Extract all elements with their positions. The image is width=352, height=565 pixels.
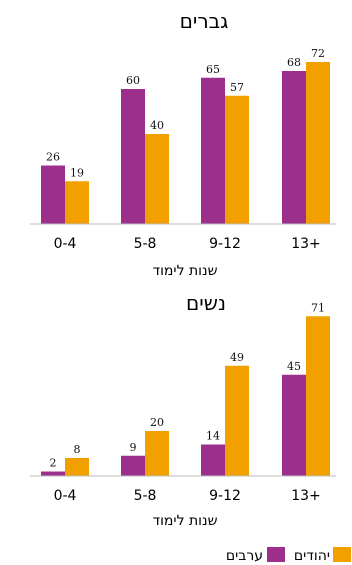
men-panel: גברים 26 19 60 40 65 57 68 72 0-4 5-8 9-12 13+ שנו… (30, 9, 336, 279)
women-value-label-arabs-1: 9 (130, 441, 137, 454)
women-value-label-jews-3: 71 (311, 301, 325, 314)
women-bar-arabs-0 (41, 471, 65, 476)
women-category-label-0: 0-4 (54, 488, 77, 504)
men-value-label-arabs-3: 68 (287, 56, 301, 69)
women-bar-arabs-3 (282, 374, 306, 476)
women-category-labels: 0-4 5-8 9-12 13+ (54, 488, 321, 504)
men-bar-jews-0 (65, 181, 89, 224)
men-bar-jews-1 (145, 134, 169, 224)
men-value-label-arabs-1: 60 (126, 74, 140, 87)
men-category-label-2: 9-12 (209, 236, 241, 252)
men-value-label-arabs-2: 65 (206, 63, 220, 76)
women-bar-jews-3 (306, 316, 330, 476)
women-panel: נשים 2 8 9 20 14 49 45 71 0-4 5-8 9-12 13+ שנות לי… (30, 291, 336, 529)
women-bar-jews-0 (65, 458, 89, 476)
women-bar-jews-1 (145, 431, 169, 476)
men-value-label-arabs-0: 26 (46, 151, 60, 164)
men-bar-jews-3 (306, 62, 330, 224)
women-x-axis-label: שנות לימוד (152, 513, 217, 529)
women-title: נשים (186, 291, 226, 315)
men-x-axis-label: שנות לימוד (152, 263, 217, 279)
men-bar-arabs-3 (282, 71, 306, 224)
women-value-label-jews-2: 49 (230, 351, 244, 364)
men-category-labels: 0-4 5-8 9-12 13+ (54, 236, 321, 252)
women-value-label-arabs-2: 14 (206, 430, 220, 443)
women-bar-jews-2 (225, 365, 249, 476)
legend-swatch-jews (333, 547, 351, 562)
women-bar-arabs-1 (121, 455, 145, 476)
men-bars: 26 19 60 40 65 57 68 72 (41, 47, 330, 224)
women-bars: 2 8 9 20 14 49 45 71 (41, 301, 330, 476)
men-bar-arabs-0 (41, 165, 65, 224)
legend-swatch-arabs (267, 547, 285, 562)
men-bar-arabs-2 (201, 77, 225, 224)
men-bar-arabs-1 (121, 89, 145, 224)
men-category-label-1: 5-8 (134, 236, 157, 252)
men-category-label-3: 13+ (291, 236, 321, 252)
men-value-label-jews-0: 19 (70, 166, 84, 179)
women-category-label-3: 13+ (291, 488, 321, 504)
women-category-label-2: 9-12 (209, 488, 241, 504)
women-category-label-1: 5-8 (134, 488, 157, 504)
women-value-label-arabs-3: 45 (287, 360, 301, 373)
women-value-label-jews-1: 20 (150, 416, 164, 429)
men-title: גברים (180, 9, 229, 33)
legend-label-jews: יהודים (294, 548, 330, 564)
women-value-label-arabs-0: 2 (50, 457, 57, 470)
men-bar-jews-2 (225, 95, 249, 224)
legend-label-arabs: ערבים (226, 548, 263, 564)
men-value-label-jews-2: 57 (230, 81, 244, 94)
women-bar-arabs-2 (201, 444, 225, 476)
men-value-label-jews-1: 40 (150, 119, 164, 132)
legend: יהודים ערבים (226, 547, 351, 564)
men-category-label-0: 0-4 (54, 236, 77, 252)
women-value-label-jews-0: 8 (74, 443, 81, 456)
men-value-label-jews-3: 72 (311, 47, 325, 60)
